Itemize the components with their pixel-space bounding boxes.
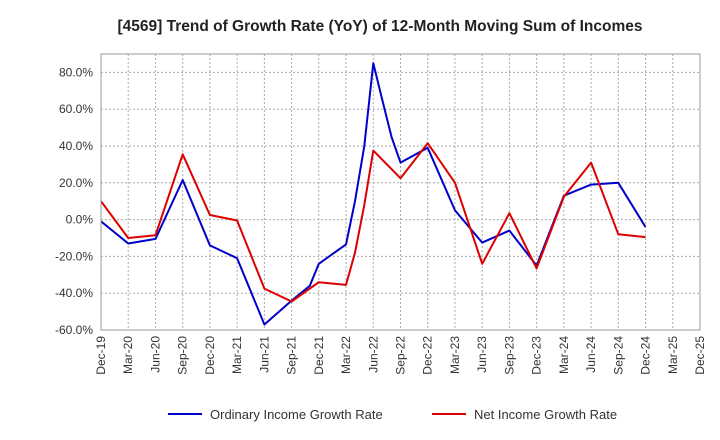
x-tick-label: Mar-23 <box>448 336 462 374</box>
x-tick-label: Jun-24 <box>584 336 598 373</box>
x-tick-label: Jun-20 <box>148 336 162 373</box>
series-lines <box>100 62 647 326</box>
y-tick-label: 40.0% <box>59 139 93 153</box>
y-tick-label: -20.0% <box>55 249 93 263</box>
x-tick-label: Mar-21 <box>230 336 244 374</box>
plot-frame <box>100 53 701 331</box>
series-line-2 <box>100 142 646 303</box>
y-tick-label: 20.0% <box>59 176 93 190</box>
x-tick-label: Dec-22 <box>421 336 435 375</box>
x-tick-label: Sep-23 <box>502 336 516 375</box>
x-tick-label: Jun-21 <box>257 336 271 373</box>
x-tick-label: Sep-24 <box>611 336 625 375</box>
x-tick-label: Mar-20 <box>121 336 135 374</box>
legend-label-1: Ordinary Income Growth Rate <box>210 407 383 422</box>
y-tick-label: 60.0% <box>59 102 93 116</box>
x-tick-label: Jun-22 <box>366 336 380 373</box>
x-tick-label: Dec-19 <box>94 336 108 375</box>
x-tick-label: Sep-20 <box>176 336 190 375</box>
x-tick-label: Dec-20 <box>203 336 217 375</box>
x-axis: Dec-19 Mar-20 Jun-20 Sep-20 Dec-20 Mar-21 Jun-… <box>94 336 707 375</box>
x-tick-label: Dec-23 <box>530 336 544 375</box>
chart-title: [4569] Trend of Growth Rate (YoY) of 12-… <box>117 18 642 35</box>
x-tick-label: Jun-23 <box>475 336 489 373</box>
y-tick-label: -40.0% <box>55 286 93 300</box>
y-axis: 80.0% 60.0% 40.0% 20.0% 0.0% -20.0% -40.0% -60.… <box>55 65 93 337</box>
x-tick-label: Dec-21 <box>312 336 326 375</box>
x-tick-label: Mar-25 <box>666 336 680 374</box>
x-tick-label: Mar-24 <box>557 336 571 374</box>
grid <box>100 54 701 331</box>
x-tick-label: Dec-25 <box>693 336 707 375</box>
legend: Ordinary Income Growth Rate Net Income Gr… <box>168 407 617 422</box>
x-tick-label: Dec-24 <box>639 336 653 375</box>
y-tick-label: 80.0% <box>59 65 93 79</box>
x-tick-label: Sep-21 <box>285 336 299 375</box>
y-tick-label: 0.0% <box>66 213 94 227</box>
x-tick-label: Sep-22 <box>394 336 408 375</box>
x-tick-label: Mar-22 <box>339 336 353 374</box>
y-tick-label: -60.0% <box>55 323 93 337</box>
legend-label-2: Net Income Growth Rate <box>474 407 617 422</box>
